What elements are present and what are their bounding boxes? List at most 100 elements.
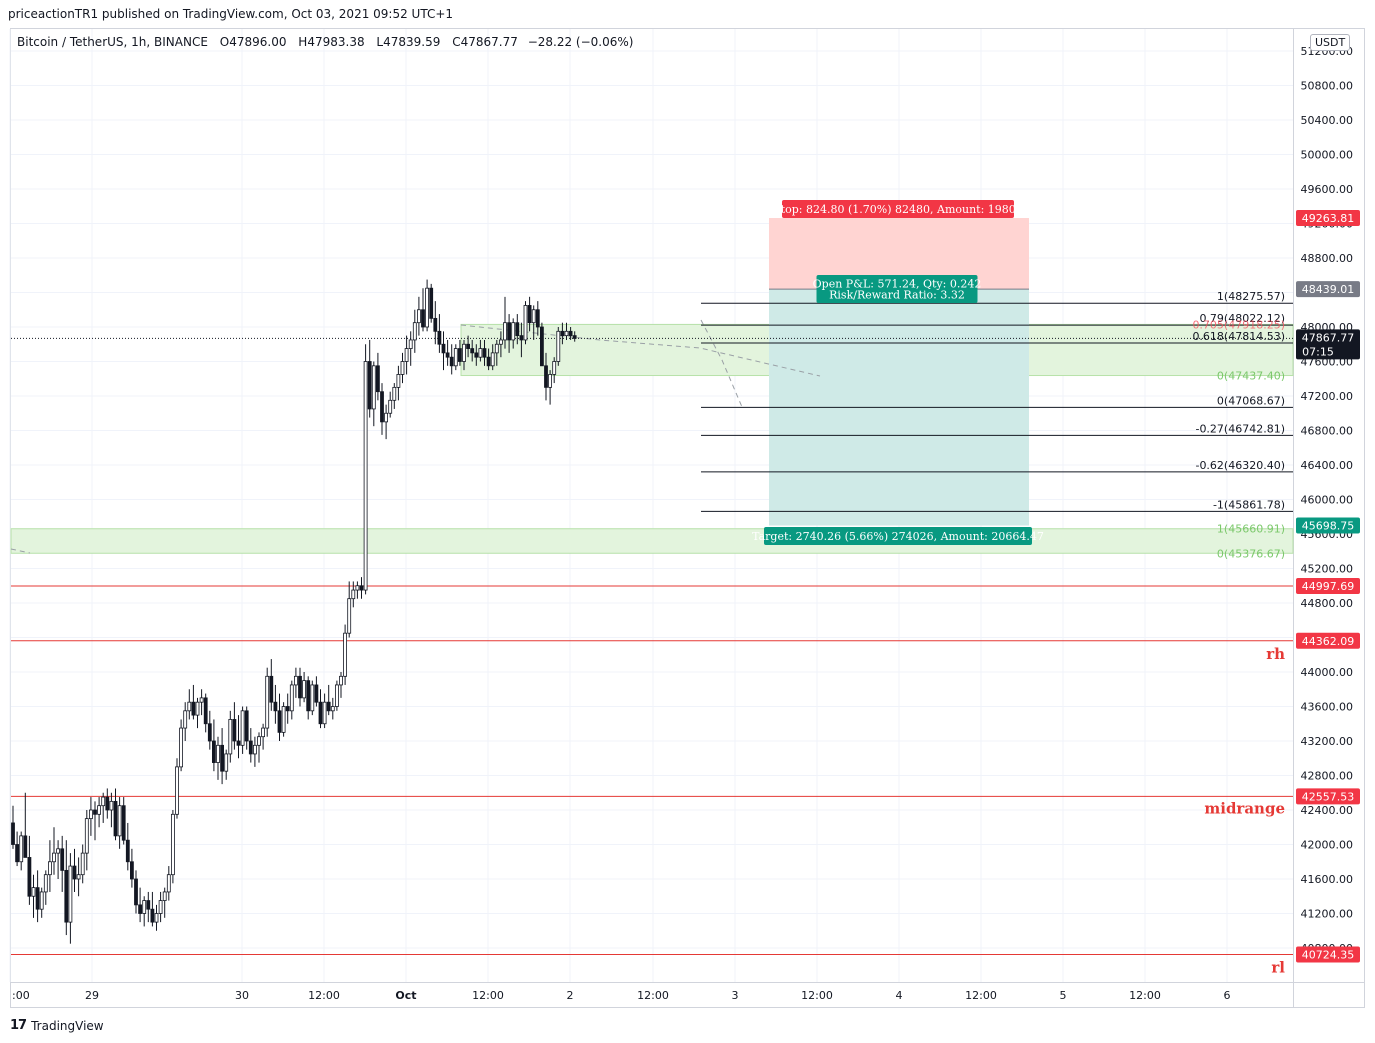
time-tick-label: 5: [1060, 989, 1067, 1002]
candle-body: [101, 796, 106, 807]
candle-body: [35, 887, 40, 910]
price-badge: [1296, 632, 1360, 649]
candle-body: [170, 813, 175, 876]
candle-body: [244, 710, 249, 742]
candle-body: [203, 697, 208, 725]
candle-body: [224, 753, 229, 772]
candle-body: [277, 710, 282, 733]
fib-label: 1(48275.57): [1217, 290, 1285, 303]
close-value: 47867.77: [460, 35, 518, 49]
candle-body: [556, 330, 561, 362]
candle-body: [531, 309, 536, 324]
target-label: Target: 2740.26 (5.66%) 274026, Amount: …: [752, 527, 1044, 545]
price-tick-label: 46400.00: [1301, 459, 1354, 472]
candle-body: [232, 719, 237, 742]
candle-body: [486, 356, 491, 367]
price-badge: [1296, 281, 1360, 298]
price-tick-label: 42400.00: [1301, 804, 1354, 817]
last-price-badge: [1296, 329, 1360, 360]
price-badge: [1296, 517, 1360, 534]
candle-body: [60, 848, 65, 871]
candle-body: [23, 835, 28, 858]
horizontal-levels: rh midrange rl: [11, 585, 1293, 977]
target-label-text: Target: 2740.26 (5.66%) 274026, Amount: …: [752, 530, 1044, 543]
candle-body: [216, 744, 220, 763]
publisher-line: priceactionTR1 published on TradingView.…: [8, 7, 454, 21]
candle-body: [388, 399, 393, 414]
candle-body: [416, 309, 421, 324]
candle-body: [490, 352, 495, 367]
price-tick-label: 41600.00: [1301, 873, 1354, 886]
time-tick-label: 12:00: [1129, 989, 1161, 1002]
candle-body: [437, 330, 442, 345]
candle-body: [240, 710, 245, 746]
candle-body: [478, 348, 483, 358]
price-axis: 51200.0050800.0050400.0050000.0049600.00…: [1296, 45, 1360, 963]
candle-body: [433, 317, 438, 332]
time-tick-label: 12:00: [637, 989, 669, 1002]
zone-label: 1(45660.91): [1217, 523, 1285, 536]
pnl-label: Open P&L: 571.24, Qty: 0.242Risk/Reward …: [813, 275, 982, 303]
price-tick-label: 42800.00: [1301, 770, 1354, 783]
pnl-label-text: Open P&L: 571.24, Qty: 0.242: [813, 278, 982, 291]
price-badge-text: 44362.09: [1302, 635, 1355, 648]
candle-body: [142, 900, 147, 914]
price-badge-text: 42557.53: [1302, 790, 1355, 803]
low-value: 47839.59: [383, 35, 441, 49]
pnl-label-bg: [816, 275, 978, 303]
candle-body: [371, 365, 376, 410]
grid-lines: [9, 29, 1293, 982]
candle-body: [572, 335, 577, 339]
candle-body: [507, 322, 512, 341]
position-tool: [769, 217, 1029, 526]
demand-zones: [10, 323, 1294, 554]
currency-button[interactable]: USDT: [1310, 34, 1351, 51]
dashed-projection-2: [700, 319, 743, 408]
candle-body: [43, 874, 48, 893]
zone-rect: [10, 528, 1294, 554]
time-tick-label: 12:00: [801, 989, 833, 1002]
candle-body: [56, 848, 60, 854]
candle-body: [474, 352, 479, 358]
price-tick-label: 46800.00: [1301, 425, 1354, 438]
price-badge-text: 40724.35: [1302, 949, 1355, 962]
fib-levels: 1(48275.57) 0.79(48022.12)0.705(47918.25)…: [701, 290, 1293, 560]
price-tick-label: 49600.00: [1301, 183, 1354, 196]
time-tick-label: Oct: [395, 989, 416, 1002]
candle-body: [412, 322, 417, 341]
price-badge-text: 48439.01: [1302, 283, 1355, 296]
candle-body: [511, 322, 516, 341]
candle-body: [449, 356, 454, 367]
price-tick-label: 41200.00: [1301, 908, 1354, 921]
stop-label: Stop: 824.80 (1.70%) 82480, Amount: 1980…: [773, 200, 1023, 218]
time-tick-label: 12:00: [965, 989, 997, 1002]
footer-brand[interactable]: 17 TradingView: [10, 1018, 104, 1033]
high-label: H: [298, 35, 308, 49]
candle-body: [93, 809, 97, 815]
dashed-projection-3: [10, 548, 31, 554]
candle-body: [166, 874, 171, 893]
fib-label: 0.79(48022.12): [1199, 312, 1285, 325]
fib-label: 0.705(47918.25): [1192, 318, 1285, 331]
candle-body: [302, 680, 307, 699]
candle-body: [347, 598, 352, 634]
candle-body: [470, 348, 475, 354]
candle-body: [257, 736, 261, 746]
candle-body: [400, 361, 405, 375]
candle-body: [326, 701, 331, 712]
candle-body: [129, 861, 134, 880]
price-badge-text: 45698.75: [1302, 519, 1355, 532]
last-price-text: 47867.77: [1302, 331, 1355, 344]
candle-body: [408, 339, 413, 349]
candle-body: [39, 891, 44, 910]
candle-body: [544, 365, 548, 388]
candle-body: [15, 844, 20, 863]
candle-body: [191, 701, 196, 716]
time-tick-label: 6: [1224, 989, 1231, 1002]
candle-body: [76, 874, 81, 880]
countdown-text: 07:15: [1302, 345, 1334, 358]
level-label-midrange: midrange: [1204, 799, 1285, 817]
candle-body: [445, 352, 450, 358]
candle-body: [31, 887, 36, 897]
